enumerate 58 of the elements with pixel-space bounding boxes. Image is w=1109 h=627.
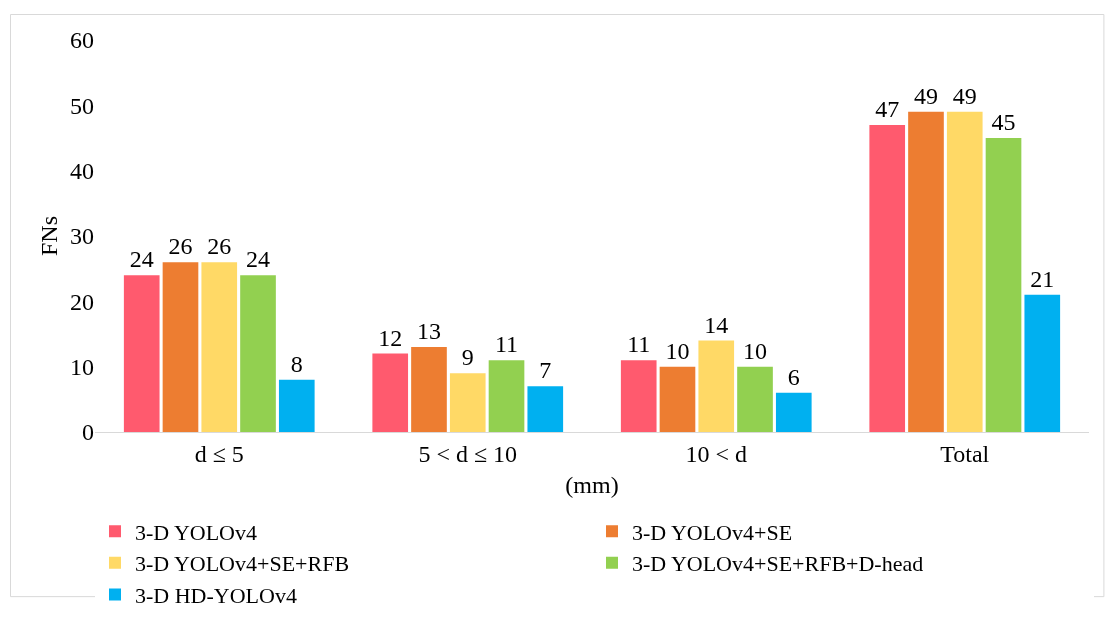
x-axis-title: (mm) <box>565 472 619 499</box>
bar <box>985 138 1022 432</box>
bar <box>201 262 238 432</box>
bar <box>1024 294 1061 432</box>
legend-label: 3-D YOLOv4+SE+RFB+D-head <box>632 551 924 577</box>
y-tick-label: 30 <box>70 223 94 250</box>
bar <box>411 347 447 432</box>
bar <box>372 353 409 432</box>
bar <box>908 111 944 432</box>
data-label: 13 <box>416 318 441 345</box>
data-label: 12 <box>378 324 403 351</box>
bar <box>278 379 315 432</box>
bar <box>698 340 735 432</box>
y-tick-label: 50 <box>70 92 94 119</box>
data-label: 9 <box>461 344 474 371</box>
data-label: 10 <box>665 337 690 364</box>
data-label: 14 <box>704 311 729 338</box>
y-tick-label: 20 <box>70 288 94 315</box>
legend-label: 3-D YOLOv4 <box>135 519 257 545</box>
data-label: 21 <box>1030 265 1055 292</box>
bar <box>240 275 276 432</box>
x-tick-label: Total <box>940 440 990 467</box>
data-label: 26 <box>168 233 193 260</box>
legend-label: 3-D HD-YOLOv4 <box>135 582 297 608</box>
data-label: 26 <box>207 233 232 260</box>
data-label: 7 <box>539 357 552 384</box>
data-label: 11 <box>627 331 651 358</box>
bar <box>775 392 812 432</box>
bar <box>123 275 160 432</box>
bar <box>659 366 696 432</box>
y-tick-label: 10 <box>70 354 94 381</box>
data-label: 8 <box>290 350 303 377</box>
data-label: 49 <box>913 82 938 109</box>
x-tick-label: d ≤ 5 <box>194 440 244 467</box>
data-label: 24 <box>246 246 271 273</box>
bar <box>737 366 773 432</box>
data-label: 45 <box>991 109 1016 135</box>
legend-label: 3-D YOLOv4+SE <box>632 519 793 545</box>
bar <box>527 386 564 432</box>
data-label: 49 <box>952 82 977 109</box>
data-label: 11 <box>494 331 519 358</box>
data-label: 24 <box>129 246 154 273</box>
bar <box>449 373 486 432</box>
bar <box>869 124 906 432</box>
y-tick-label: 0 <box>82 419 94 446</box>
legend-label: 3-D YOLOv4+SE+RFB <box>135 551 350 577</box>
y-tick-label: 60 <box>70 27 94 54</box>
x-tick-label: 10 < d <box>685 440 748 467</box>
data-label: 10 <box>743 337 768 364</box>
data-label: 47 <box>875 95 900 122</box>
bar <box>620 360 657 432</box>
x-tick-label: 5 < d ≤ 10 <box>418 440 518 467</box>
y-axis-title: FNs <box>36 215 63 257</box>
y-tick-label: 40 <box>70 158 94 185</box>
bar <box>162 262 199 432</box>
bar <box>946 111 983 432</box>
bar <box>488 360 525 432</box>
data-label: 6 <box>787 363 800 390</box>
